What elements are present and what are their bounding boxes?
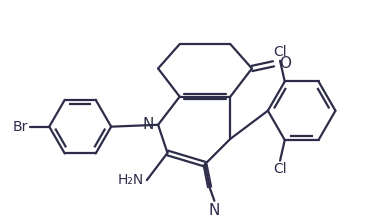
Text: N: N <box>209 203 220 218</box>
Text: H₂N: H₂N <box>118 173 144 187</box>
Text: N: N <box>142 117 153 132</box>
Text: Cl: Cl <box>273 45 287 59</box>
Text: O: O <box>279 56 291 71</box>
Text: Cl: Cl <box>273 162 287 177</box>
Text: Br: Br <box>12 120 28 134</box>
